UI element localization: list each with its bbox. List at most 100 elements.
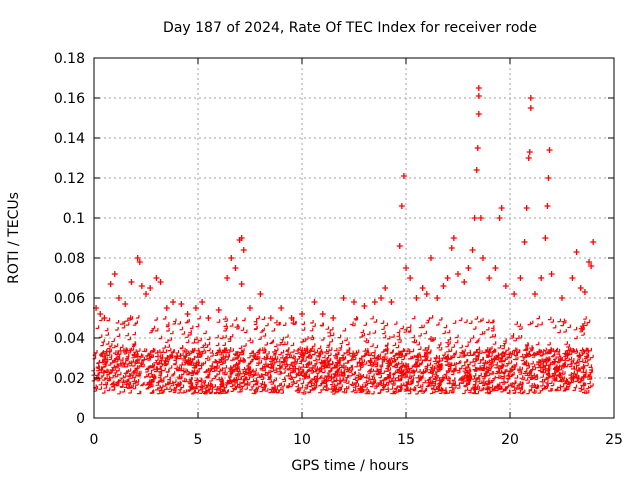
data-point: [224, 275, 231, 281]
data-point: [361, 303, 368, 309]
data-point: [371, 299, 378, 305]
data-point: [403, 265, 409, 271]
data-point: [247, 305, 253, 311]
y-tick-label: 0.12: [54, 171, 85, 187]
data-point: [581, 289, 588, 295]
data-point: [107, 281, 114, 287]
data-point: [396, 243, 403, 249]
data-point: [498, 205, 505, 211]
data-point: [192, 305, 199, 311]
data-point: [455, 271, 461, 277]
data-point: [448, 245, 455, 251]
data-point: [199, 299, 206, 305]
data-point: [238, 235, 245, 241]
data-point: [569, 275, 576, 281]
chart-title: Day 187 of 2024, Rate Of TEC Index for r…: [163, 20, 537, 36]
data-point: [548, 271, 555, 277]
data-point: [450, 235, 457, 241]
scatter-band: [91, 315, 594, 395]
data-point: [427, 255, 434, 261]
data-point: [434, 295, 441, 301]
data-point: [398, 203, 405, 209]
data-point: [474, 145, 481, 151]
data-point: [486, 275, 493, 281]
data-point: [115, 295, 122, 301]
data-point: [122, 301, 129, 307]
data-point: [400, 173, 407, 179]
data-point: [545, 175, 552, 181]
data-point: [523, 205, 530, 211]
data-point: [590, 239, 597, 245]
data-point: [477, 215, 484, 221]
x-tick-label: 15: [397, 432, 415, 448]
data-point: [542, 235, 549, 241]
data-point: [461, 279, 468, 285]
data-point: [559, 295, 565, 301]
data-point: [319, 311, 326, 317]
data-point: [330, 315, 337, 321]
y-tick-label: 0.16: [54, 91, 85, 107]
data-point: [157, 279, 164, 285]
y-tick-label: 0.04: [54, 331, 85, 347]
data-point: [170, 299, 177, 305]
y-tick-label: 0: [76, 411, 85, 427]
data-point: [423, 291, 430, 297]
data-point: [215, 307, 222, 313]
data-point: [577, 285, 584, 291]
data-point: [299, 311, 305, 317]
data-point: [475, 85, 482, 91]
x-tick-label: 10: [293, 432, 311, 448]
data-point: [205, 315, 212, 321]
data-point: [238, 281, 245, 287]
y-tick-label: 0.08: [54, 251, 85, 267]
data-point: [531, 291, 538, 297]
data-point: [267, 315, 274, 321]
data-point: [382, 285, 389, 291]
data-point: [278, 305, 285, 311]
data-point: [544, 203, 551, 209]
data-point: [573, 249, 580, 255]
data-point: [136, 259, 143, 265]
data-point: [527, 95, 534, 101]
data-point: [479, 255, 486, 261]
data-point: [413, 295, 420, 301]
data-point: [525, 155, 532, 161]
y-tick-label: 0.14: [54, 131, 85, 147]
data-points: [91, 85, 597, 395]
data-point: [257, 291, 264, 297]
data-point: [228, 255, 235, 261]
data-point: [138, 283, 145, 289]
data-point: [475, 111, 482, 117]
data-point: [469, 247, 476, 253]
data-point: [419, 285, 426, 291]
data-point: [588, 263, 595, 269]
data-point: [521, 239, 528, 245]
data-point: [440, 283, 447, 289]
data-point: [111, 271, 118, 277]
data-point: [586, 259, 593, 265]
data-point: [351, 299, 357, 305]
data-point: [388, 299, 395, 305]
data-point: [517, 275, 524, 281]
data-point: [546, 147, 553, 153]
x-tick-label: 0: [90, 432, 99, 448]
y-tick-label: 0.18: [54, 51, 85, 67]
y-tick-label: 0.06: [54, 291, 85, 307]
data-point: [101, 315, 108, 321]
data-point: [444, 275, 451, 281]
data-point: [143, 291, 149, 297]
data-point: [311, 299, 318, 305]
data-point: [184, 311, 191, 317]
data-point: [526, 149, 533, 155]
data-point: [128, 279, 135, 285]
data-point: [288, 315, 295, 321]
plot-frame: [93, 57, 615, 419]
data-point: [407, 275, 414, 281]
data-point: [340, 295, 347, 301]
data-point: [178, 301, 185, 307]
data-point: [240, 247, 247, 253]
data-point: [378, 295, 385, 301]
data-point: [147, 285, 154, 291]
data-point: [496, 215, 503, 221]
